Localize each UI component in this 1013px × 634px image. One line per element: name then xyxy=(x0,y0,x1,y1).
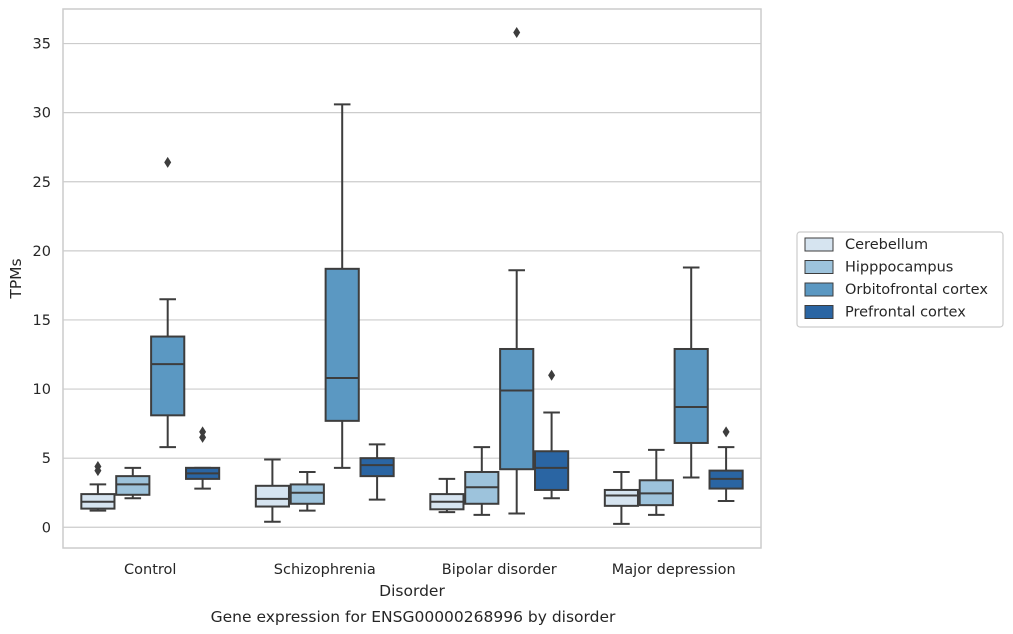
iqr-box xyxy=(603,488,639,507)
y-tick-label: 0 xyxy=(42,520,51,536)
iqr-box xyxy=(115,475,151,496)
box-prefrontal-cortex-control xyxy=(185,426,221,490)
legend-label: Hipppocampus xyxy=(845,260,953,276)
box-orbitofrontal-cortex-control xyxy=(150,156,186,449)
box-hipppocampus-major-depression xyxy=(638,448,674,516)
outlier-point xyxy=(722,426,730,438)
iqr-box xyxy=(150,335,186,417)
tick-labels: 0 5 10 15 20 25 30 35 Control Schizophrenia Bipola… xyxy=(33,37,736,578)
box-cerebellum-control xyxy=(80,460,116,512)
box-cerebellum-major-depression xyxy=(603,470,639,525)
y-tick-label: 25 xyxy=(33,175,51,191)
box-orbitofrontal-cortex-schizophrenia xyxy=(324,103,360,469)
outlier-point xyxy=(199,426,207,438)
iqr-box xyxy=(673,347,709,444)
y-tick-label: 20 xyxy=(33,244,51,260)
x-tick-label: Major depression xyxy=(612,562,736,578)
y-tick-label: 35 xyxy=(33,37,51,53)
legend-swatch xyxy=(804,260,834,274)
legend-label: Orbitofrontal cortex xyxy=(845,282,988,298)
box-orbitofrontal-cortex-bipolar-disorder xyxy=(499,26,535,515)
chart-caption: Gene expression for ENSG00000268996 by d… xyxy=(211,608,616,626)
box-hipppocampus-bipolar-disorder xyxy=(464,446,500,516)
legend-label: Prefrontal cortex xyxy=(845,305,966,321)
box-cerebellum-schizophrenia xyxy=(254,458,290,523)
legend-swatch xyxy=(804,305,834,319)
outlier-point xyxy=(513,26,521,38)
plot-area-frame xyxy=(62,8,762,549)
box-prefrontal-cortex-bipolar-disorder xyxy=(534,369,570,500)
box-cerebellum-bipolar-disorder xyxy=(429,477,465,514)
boxes xyxy=(80,26,744,525)
x-tick-label: Control xyxy=(124,562,176,578)
box-hipppocampus-control xyxy=(115,466,151,500)
box-prefrontal-cortex-major-depression xyxy=(708,426,744,503)
outlier-point xyxy=(164,156,172,168)
legend-label: Cerebellum xyxy=(845,237,928,253)
box-prefrontal-cortex-schizophrenia xyxy=(359,443,395,501)
iqr-box xyxy=(534,450,570,491)
legend: Cerebellum Hipppocampus Orbitofrontal cort… xyxy=(796,231,1004,328)
box-orbitofrontal-cortex-major-depression xyxy=(673,266,709,479)
iqr-box xyxy=(359,457,395,478)
box-hipppocampus-schizophrenia xyxy=(289,470,325,512)
iqr-box xyxy=(289,483,325,505)
outlier-point xyxy=(199,431,207,443)
y-tick-label: 10 xyxy=(33,382,51,398)
legend-frame xyxy=(796,231,1004,328)
iqr-box xyxy=(324,267,360,422)
outlier-point xyxy=(548,369,556,381)
x-tick-label: Schizophrenia xyxy=(274,562,376,578)
y-tick-label: 15 xyxy=(33,313,51,329)
y-tick-label: 5 xyxy=(42,451,51,467)
outlier-point xyxy=(94,460,102,472)
x-tick-label: Bipolar disorder xyxy=(442,562,557,578)
iqr-box xyxy=(254,484,290,508)
y-tick-label: 30 xyxy=(33,106,51,122)
legend-swatch xyxy=(804,282,834,297)
x-axis-label: Disorder xyxy=(379,582,445,600)
y-axis-label: TPMs xyxy=(7,258,25,299)
legend-swatch xyxy=(804,237,834,252)
iqr-box xyxy=(499,347,535,471)
